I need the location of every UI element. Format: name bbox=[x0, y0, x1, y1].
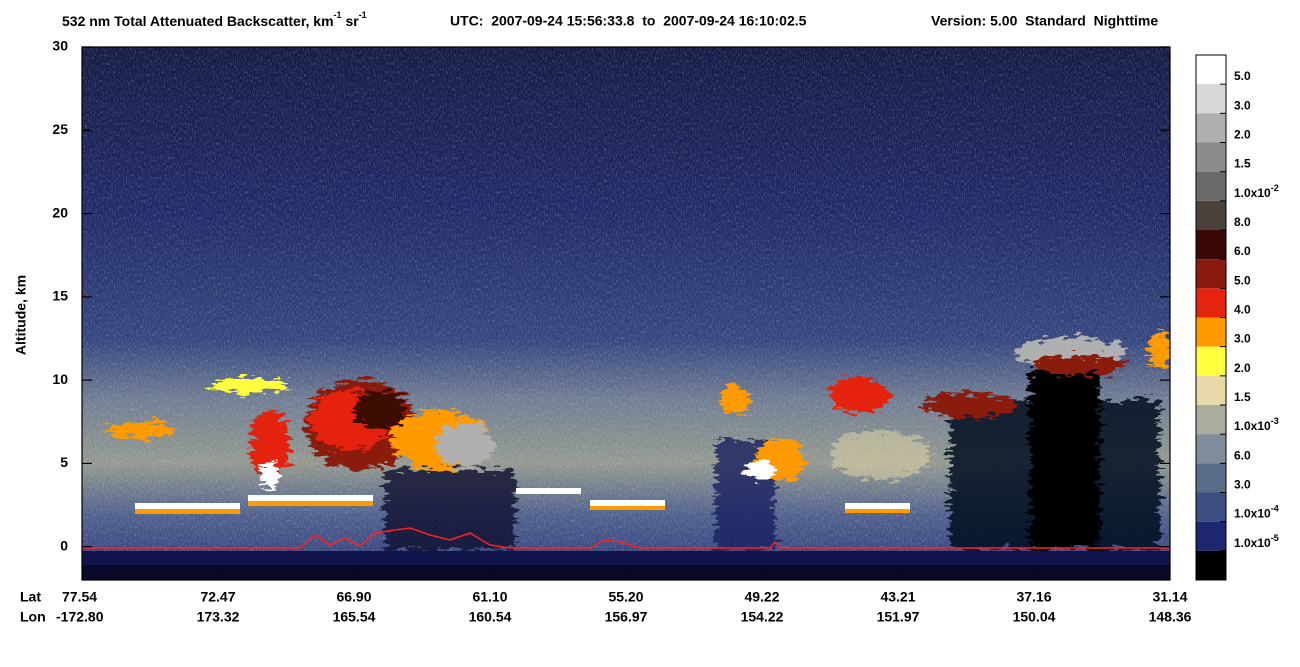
colorbar-box bbox=[1196, 521, 1226, 551]
lon-tick-label: 173.32 bbox=[197, 609, 240, 625]
colorbar-box bbox=[1196, 405, 1226, 435]
attenuated-columns bbox=[385, 370, 1160, 550]
lon-tick-label: 154.22 bbox=[741, 609, 784, 625]
lon-tick-label: 160.54 bbox=[469, 609, 512, 625]
colorbar-box bbox=[1196, 375, 1226, 405]
colorbar-label-exponent: -2 bbox=[1271, 183, 1279, 193]
colorbar-label-text: 2.0 bbox=[1234, 361, 1251, 375]
colorbar-label: 2.0 bbox=[1234, 128, 1251, 142]
colorbar-label: 8.0 bbox=[1234, 215, 1251, 229]
colorbar-label-text: 6.0 bbox=[1234, 449, 1251, 463]
y-tick-label: 15 bbox=[52, 288, 68, 304]
colorbar-box bbox=[1196, 317, 1226, 347]
lon-label: Lon bbox=[20, 609, 46, 625]
colorbar-box bbox=[1196, 200, 1226, 230]
y-tick-label: 10 bbox=[52, 371, 68, 387]
lat-tick-label: 66.90 bbox=[336, 589, 371, 605]
surface-line bbox=[82, 527, 1170, 549]
lat-tick-label: 37.16 bbox=[1016, 589, 1051, 605]
colorbar-box bbox=[1196, 55, 1226, 85]
colorbar-box bbox=[1196, 492, 1226, 522]
title-part: 532 nm Total Attenuated Backscatter, km bbox=[62, 13, 334, 29]
lat-tick-label: 49.22 bbox=[744, 589, 779, 605]
colorbar-label-exponent: -4 bbox=[1271, 504, 1279, 514]
colorbar-label-text: 1.0x10 bbox=[1234, 507, 1271, 521]
colorbar-label-text: 6.0 bbox=[1234, 244, 1251, 258]
colorbar-label: 3.0 bbox=[1234, 99, 1251, 113]
lon-tick-label: 151.97 bbox=[877, 609, 920, 625]
lat-tick-label: 31.14 bbox=[1152, 589, 1187, 605]
colorbar-label-text: 1.0x10 bbox=[1234, 186, 1271, 200]
colorbar-label: 3.0 bbox=[1234, 332, 1251, 346]
colorbar-box bbox=[1196, 259, 1226, 289]
lon-tick-label: 156.97 bbox=[605, 609, 648, 625]
colorbar-label-text: 8.0 bbox=[1234, 215, 1251, 229]
colorbar-label: 6.0 bbox=[1234, 244, 1251, 258]
colorbar-label: 1.0x10-3 bbox=[1234, 417, 1279, 434]
lat-label: Lat bbox=[20, 589, 41, 605]
colorbar-box bbox=[1196, 113, 1226, 143]
y-tick-label: 5 bbox=[60, 454, 68, 470]
curtain-image bbox=[82, 47, 1170, 580]
colorbar-label: 4.0 bbox=[1234, 303, 1251, 317]
colorbar-label: 1.0x10-2 bbox=[1234, 183, 1279, 200]
colorbar-box bbox=[1196, 84, 1226, 114]
title-part: sr bbox=[342, 13, 360, 29]
colorbar-label-text: 3.0 bbox=[1234, 99, 1251, 113]
colorbar-label: 1.5 bbox=[1234, 157, 1251, 171]
colorbar-label-text: 1.0x10 bbox=[1234, 536, 1271, 550]
colorbar-label: 1.5 bbox=[1234, 390, 1251, 404]
lon-tick-label: 165.54 bbox=[333, 609, 376, 625]
colorbar-box bbox=[1196, 346, 1226, 376]
version: Version: 5.00 Standard Nighttime bbox=[931, 13, 1158, 29]
colorbar-box bbox=[1196, 230, 1226, 260]
title-superscript: -1 bbox=[334, 10, 342, 20]
lon-tick-label: 148.36 bbox=[1149, 609, 1192, 625]
colorbar-label: 5.0 bbox=[1234, 69, 1251, 83]
colorbar-label-text: 3.0 bbox=[1234, 332, 1251, 346]
lat-tick-label: 61.10 bbox=[472, 589, 507, 605]
colorbar-label: 3.0 bbox=[1234, 478, 1251, 492]
colorbar-label-exponent: -3 bbox=[1271, 417, 1279, 427]
colorbar-label-text: 4.0 bbox=[1234, 303, 1251, 317]
colorbar-box bbox=[1196, 288, 1226, 318]
colorbar-label-text: 1.5 bbox=[1234, 157, 1251, 171]
colorbar-label: 1.0x10-4 bbox=[1234, 504, 1279, 521]
colorbar-label-text: 5.0 bbox=[1234, 69, 1251, 83]
colorbar-label: 1.0x10-5 bbox=[1234, 533, 1279, 550]
colorbar-box bbox=[1196, 171, 1226, 201]
lat-tick-label: 43.21 bbox=[880, 589, 915, 605]
colorbar-label-text: 1.0x10 bbox=[1234, 419, 1271, 433]
colorbar-label: 5.0 bbox=[1234, 274, 1251, 288]
colorbar-label-text: 5.0 bbox=[1234, 274, 1251, 288]
lat-tick-label: 77.54 bbox=[62, 589, 97, 605]
y-axis-label: Altitude, km bbox=[13, 275, 29, 355]
colorbar-box bbox=[1196, 463, 1226, 493]
title-superscript: -1 bbox=[359, 10, 367, 20]
colorbar-label-text: 1.5 bbox=[1234, 390, 1251, 404]
colorbar-label: 2.0 bbox=[1234, 361, 1251, 375]
colorbar-label-text: 2.0 bbox=[1234, 128, 1251, 142]
y-tick-label: 0 bbox=[60, 537, 68, 553]
lon-tick-label: -172.80 bbox=[56, 609, 104, 625]
lat-tick-label: 55.20 bbox=[608, 589, 643, 605]
clouds bbox=[105, 332, 1170, 490]
lon-tick-label: 150.04 bbox=[1013, 609, 1056, 625]
lat-tick-label: 72.47 bbox=[200, 589, 235, 605]
colorbar-box bbox=[1196, 434, 1226, 464]
y-tick-label: 20 bbox=[52, 204, 68, 220]
chart-title: 532 nm Total Attenuated Backscatter, km-… bbox=[62, 10, 367, 28]
y-tick-label: 30 bbox=[52, 38, 68, 54]
colorbar: 5.03.02.01.51.0x10-28.06.05.04.03.02.01.… bbox=[1195, 54, 1279, 581]
colorbar-label: 6.0 bbox=[1234, 449, 1251, 463]
colorbar-box bbox=[1196, 142, 1226, 172]
utc-range: UTC: 2007-09-24 15:56:33.8 to 2007-09-24… bbox=[450, 13, 807, 29]
low-clouds bbox=[135, 488, 910, 514]
y-tick-label: 25 bbox=[52, 121, 68, 137]
colorbar-box bbox=[1196, 550, 1226, 580]
colorbar-label-text: 3.0 bbox=[1234, 478, 1251, 492]
colorbar-label-exponent: -5 bbox=[1271, 533, 1279, 543]
